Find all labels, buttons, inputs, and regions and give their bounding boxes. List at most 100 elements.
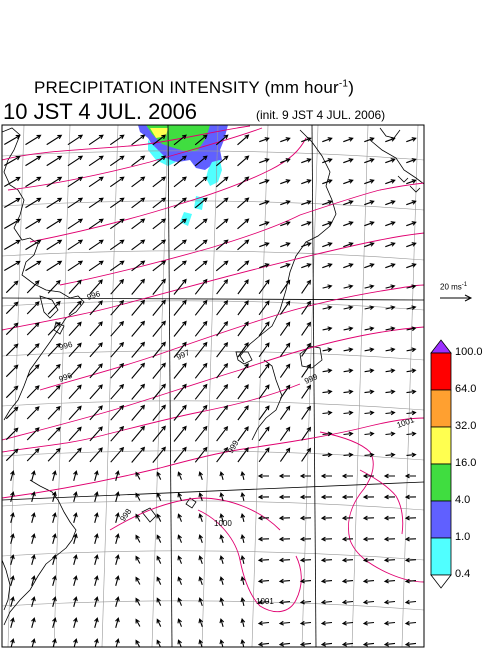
wind-arrow	[173, 176, 187, 188]
wind-arrow	[31, 638, 36, 647]
wind-arrow	[219, 513, 225, 522]
wind-arrow	[135, 555, 141, 564]
wind-arrow	[215, 134, 229, 146]
wind-arrow	[10, 596, 15, 607]
wind-arrow	[404, 641, 417, 647]
wind-arrow	[301, 200, 312, 206]
wind-arrow	[109, 155, 125, 167]
wind-arrow	[237, 384, 249, 400]
wind-arrow	[156, 618, 162, 627]
wind-arrow	[383, 536, 396, 542]
wind-arrow	[258, 279, 270, 295]
wind-arrow	[135, 618, 141, 627]
wind-arrow	[237, 363, 249, 379]
wind-arrow	[216, 299, 229, 316]
wind-arrow	[280, 137, 291, 143]
colorbar-level-label: 16.0	[455, 457, 477, 469]
wind-arrow	[173, 362, 187, 379]
wind-arrow	[115, 638, 120, 647]
wind-arrow	[406, 431, 417, 437]
wind-arrow	[279, 279, 291, 294]
wind-arrow	[343, 200, 354, 206]
wind-arrow	[94, 617, 99, 628]
wind-arrow	[383, 599, 396, 605]
wind-arrow	[88, 134, 104, 146]
wind-arrow	[322, 137, 333, 143]
wind-arrow	[216, 362, 229, 379]
wind-arrow	[343, 179, 354, 185]
wind-arrow	[343, 431, 354, 437]
wind-arrow	[194, 155, 208, 167]
wind-arrow	[152, 176, 167, 188]
wind-arrow	[301, 179, 312, 185]
wind-arrow	[47, 447, 61, 462]
wind-arrow	[47, 300, 61, 315]
wind-arrow	[385, 221, 396, 227]
wind-arrow	[173, 425, 187, 442]
wind-arrow	[237, 279, 249, 295]
reference-vector-text: 20 ms	[440, 282, 462, 292]
wind-arrow	[131, 299, 146, 316]
wind-arrow	[278, 473, 290, 479]
wind-arrow	[73, 638, 78, 647]
wind-arrow	[237, 300, 249, 316]
wind-arrow	[301, 342, 312, 357]
wind-arrow	[173, 218, 187, 230]
wind-arrow	[364, 242, 375, 248]
wind-arrow	[404, 473, 416, 479]
wind-arrow	[131, 404, 146, 421]
wind-arrow	[258, 342, 270, 358]
wind-arrow	[385, 389, 396, 395]
wind-arrow	[322, 326, 333, 332]
wind-arrow	[322, 389, 333, 395]
grid-axis-line	[2, 297, 424, 301]
wind-arrow	[10, 575, 15, 586]
wind-arrow	[279, 363, 291, 378]
wind-arrow	[320, 536, 333, 542]
wind-arrow	[110, 383, 125, 400]
wind-arrow	[406, 158, 417, 164]
wind-arrow	[257, 473, 269, 479]
wind-arrow	[88, 260, 104, 272]
wind-arrow	[341, 494, 354, 500]
wind-arrow	[131, 362, 146, 379]
wind-arrow	[278, 536, 291, 542]
wind-arrow	[343, 284, 354, 290]
wind-arrow	[5, 343, 19, 357]
wind-arrow	[364, 221, 375, 227]
reference-vector-exponent: -1	[461, 282, 468, 288]
wind-arrow	[109, 176, 125, 188]
map-graticule	[2, 125, 424, 647]
wind-arrow	[406, 179, 417, 185]
wind-arrow	[341, 473, 353, 479]
wind-arrow	[301, 405, 312, 420]
wind-arrow	[68, 342, 82, 357]
wind-arrow	[194, 176, 208, 188]
wind-arrow	[115, 491, 120, 502]
wind-arrow	[385, 305, 396, 311]
wind-arrow	[5, 322, 19, 336]
isobar-label: 998	[118, 507, 133, 524]
wind-arrow	[259, 158, 270, 164]
wind-arrow	[94, 533, 99, 544]
wind-arrow	[31, 617, 36, 628]
wind-arrow	[257, 578, 270, 584]
wind-arrow	[320, 473, 332, 479]
wind-arrow	[10, 617, 15, 628]
grid-parallel	[2, 600, 424, 611]
wind-arrow	[216, 341, 229, 358]
wind-arrow	[320, 578, 333, 584]
wind-arrow	[25, 134, 42, 146]
wind-arrow	[198, 555, 203, 564]
wind-arrow	[280, 158, 291, 164]
colorbar-level-label: 1.0	[455, 531, 471, 543]
wind-arrow	[68, 279, 82, 294]
wind-arrow	[156, 639, 162, 647]
wind-arrow	[94, 638, 99, 647]
wind-arrow	[385, 263, 396, 269]
wind-arrow	[194, 197, 208, 209]
wind-arrow	[177, 534, 183, 543]
grid-meridian	[151, 125, 169, 647]
wind-arrow	[406, 326, 417, 332]
grid-parallel	[2, 200, 424, 211]
